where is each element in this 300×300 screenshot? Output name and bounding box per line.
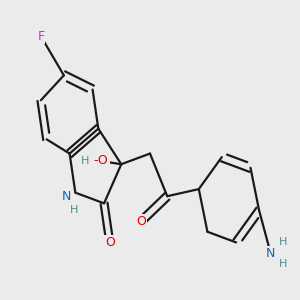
Text: N: N — [266, 247, 275, 260]
Text: H: H — [279, 237, 288, 248]
Text: O: O — [136, 214, 146, 228]
Text: -O: -O — [94, 154, 109, 167]
Text: H: H — [81, 156, 90, 166]
Text: F: F — [37, 30, 44, 43]
Text: N: N — [62, 190, 71, 203]
Text: H: H — [70, 206, 78, 215]
Text: O: O — [105, 236, 115, 249]
Text: H: H — [279, 259, 288, 269]
